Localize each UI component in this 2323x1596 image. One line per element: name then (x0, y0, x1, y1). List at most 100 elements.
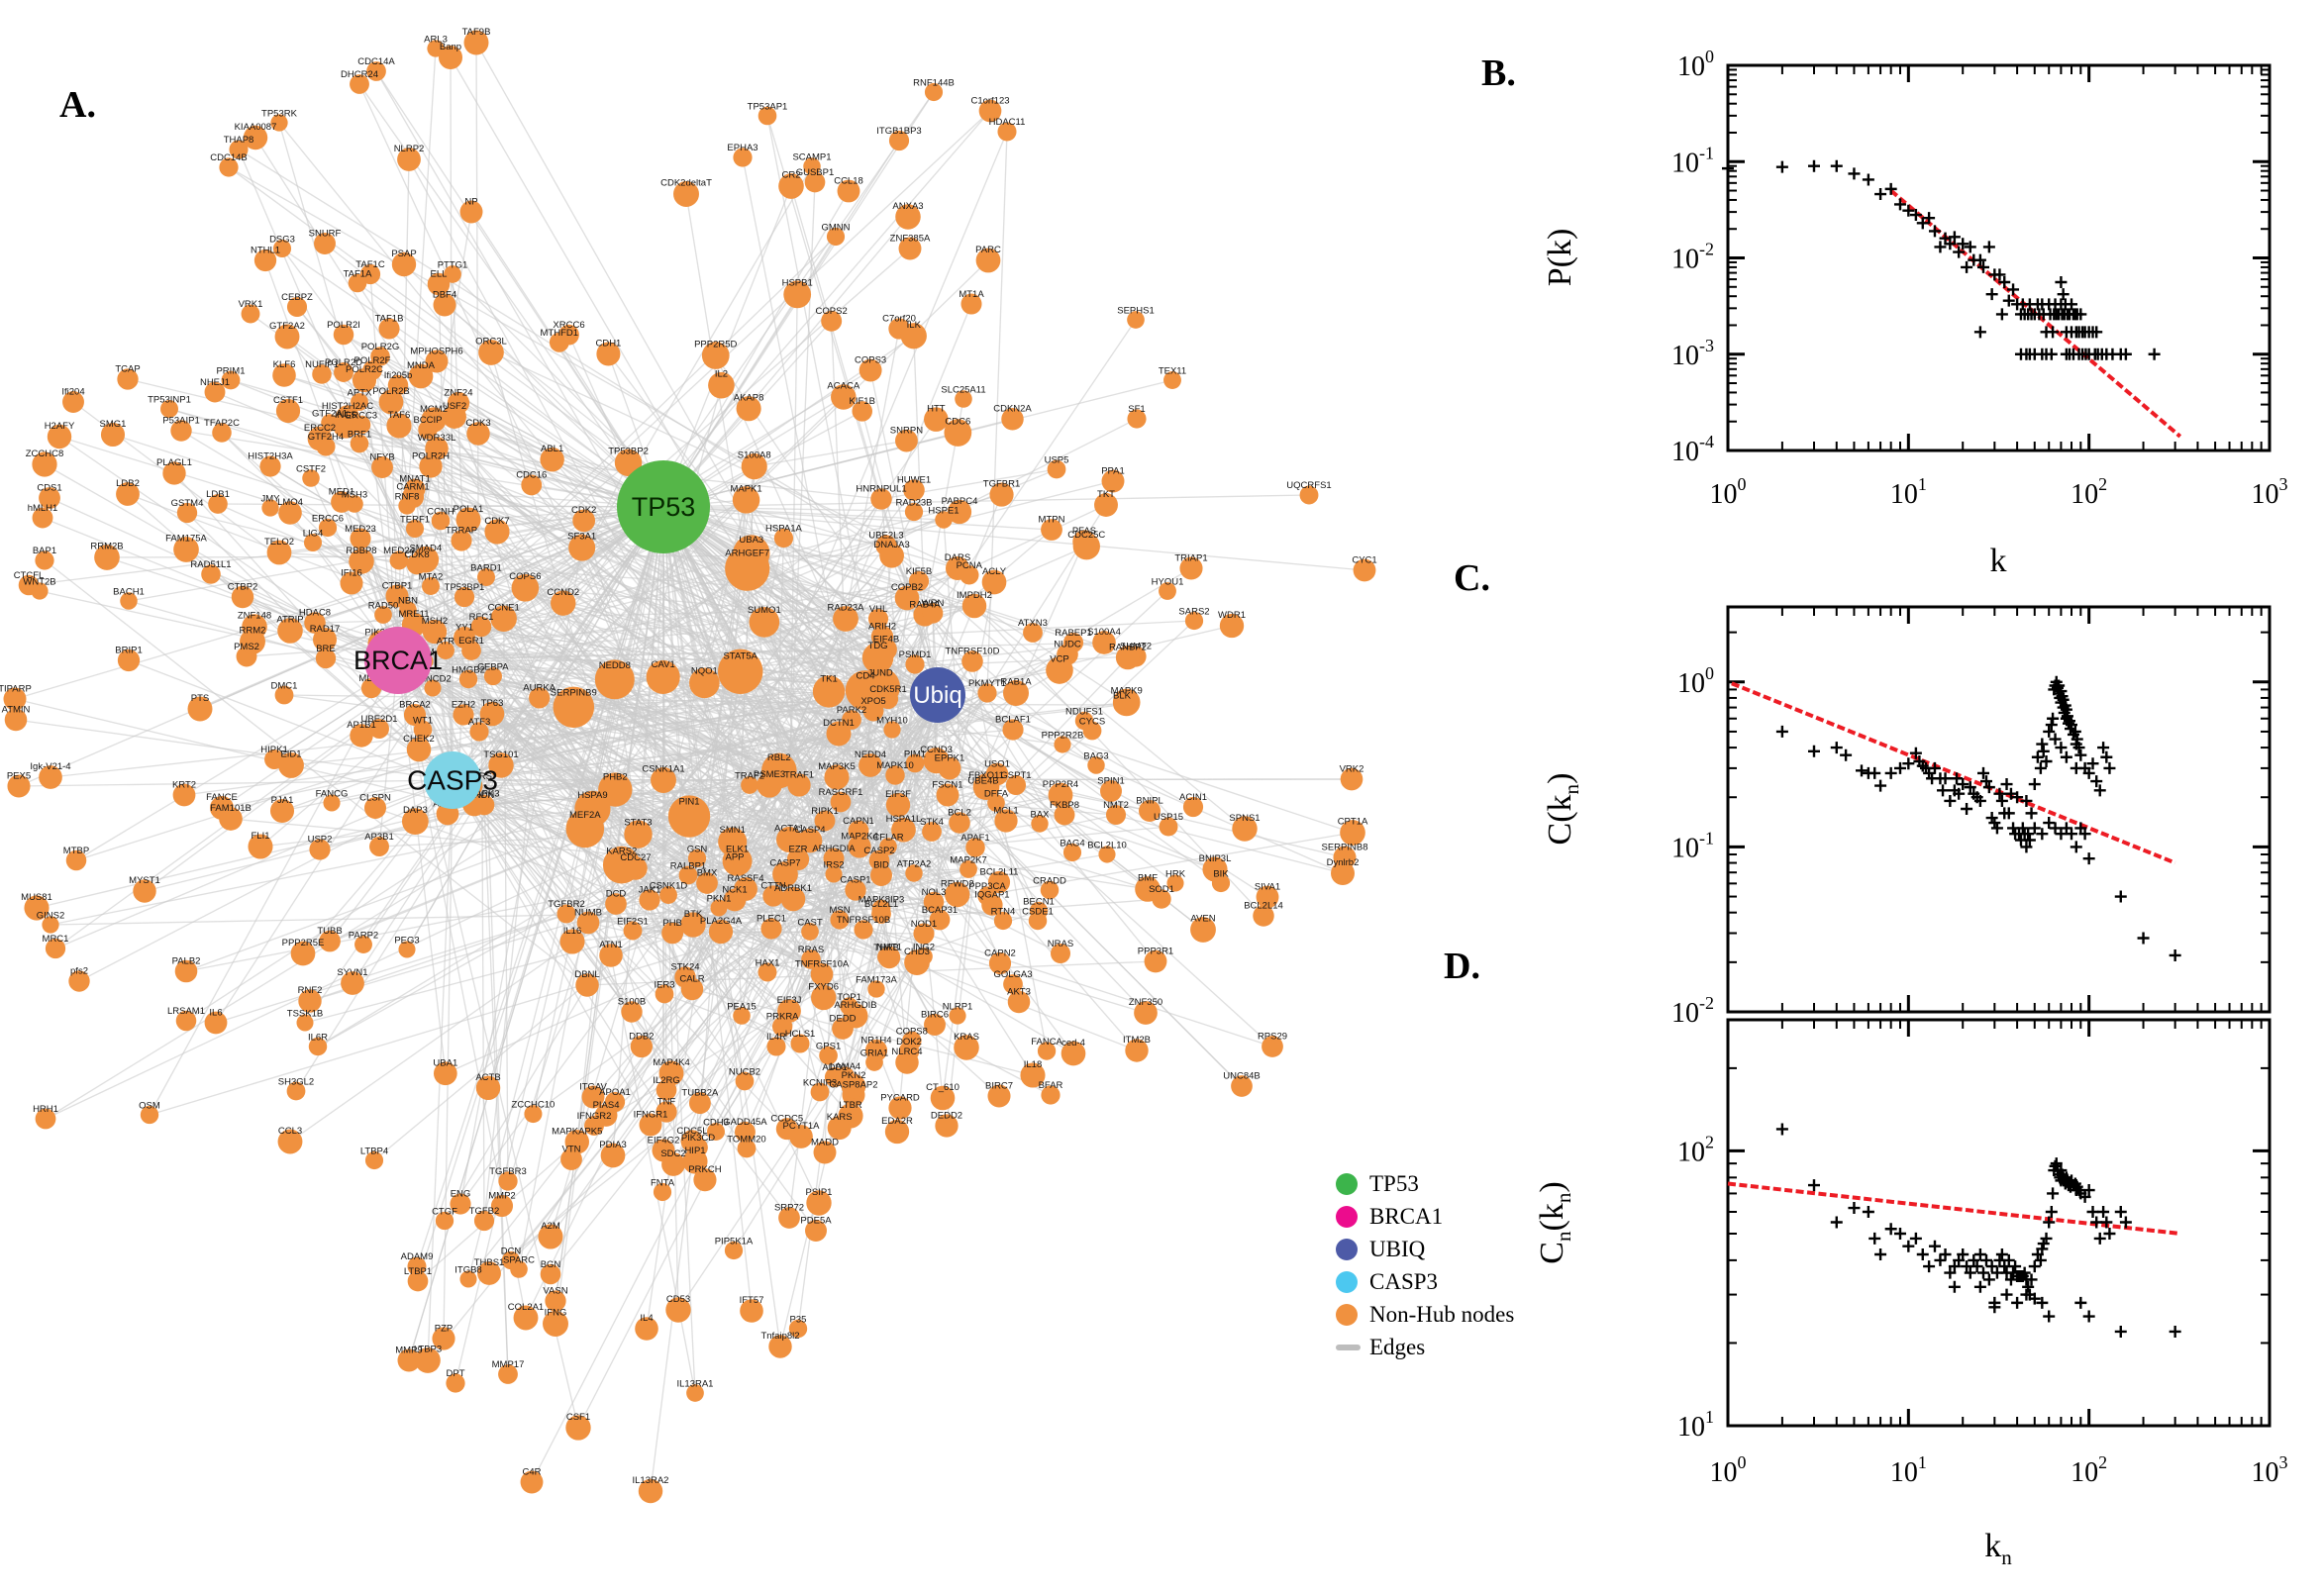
node-label: DSG3 (269, 234, 295, 245)
panel-d-label: D. (1444, 946, 1480, 987)
node-label: NLRP2 (394, 144, 425, 154)
network-node (556, 904, 576, 924)
node-label: RRM2 (240, 626, 266, 637)
network-node (858, 753, 882, 777)
network-node (1190, 917, 1216, 943)
network-node (4, 708, 28, 732)
plus-marker (1970, 1260, 1983, 1273)
network-node (879, 838, 897, 855)
node-label: CDH1 (595, 339, 621, 349)
node-label: ZNF24 (444, 387, 472, 398)
legend-item-label: TP53 (1369, 1171, 1419, 1196)
node-label: BCL2 (948, 808, 971, 819)
node-label: NFYB (369, 452, 394, 463)
tick-label: 101 (1677, 1407, 1714, 1443)
node-label: KRT2 (172, 779, 196, 790)
network-edge (488, 956, 890, 1274)
plus-marker (2034, 761, 2047, 774)
hub-label: BRCA1 (354, 646, 443, 675)
network-node (315, 648, 337, 669)
plus-marker (1830, 742, 1843, 754)
network-node (498, 1364, 518, 1384)
plus-marker (1973, 794, 1986, 807)
network-node (334, 362, 354, 382)
node-label: CTCFL (14, 570, 45, 581)
network-node (553, 686, 595, 729)
node-label: POLR2H (412, 450, 450, 461)
plus-marker (2037, 745, 2050, 757)
node-label: BAG3 (1083, 751, 1108, 762)
network-node (776, 827, 802, 852)
node-label: CARM1 (396, 482, 429, 493)
plus-marker (1988, 817, 2001, 830)
network-node (740, 1299, 763, 1323)
network-edge (452, 779, 652, 1126)
plus-marker (1982, 1273, 1995, 1286)
node-label: TNFRSF10A (795, 958, 850, 969)
network-node (575, 973, 599, 997)
node-label: BID (873, 860, 889, 871)
node-label: PARC (975, 245, 1001, 255)
node-label: COPB2 (891, 582, 923, 593)
plus-marker (1961, 260, 1973, 273)
network-node (790, 1034, 810, 1053)
network-node (1125, 1039, 1149, 1062)
node-label: TAF9B (462, 27, 491, 38)
network-node (994, 809, 1018, 833)
network-node (599, 944, 623, 967)
node-label: NLRP1 (943, 1002, 973, 1013)
network-node (930, 1085, 956, 1111)
node-label: TELO2 (264, 537, 294, 548)
network-node (805, 1220, 827, 1242)
network-edge (458, 783, 748, 1149)
network-node (47, 424, 72, 449)
network-node (408, 363, 434, 389)
network-node (520, 1470, 544, 1494)
node-label: CDK7 (484, 516, 509, 527)
plus-marker (1775, 160, 1788, 173)
node-label: CT_610 (926, 1082, 960, 1093)
network-edge (662, 236, 837, 508)
network-node (1041, 1085, 1060, 1105)
network-node (314, 233, 336, 254)
network-edge (397, 659, 447, 1074)
network-node (895, 429, 918, 452)
node-label: CAV1 (652, 659, 675, 670)
node-label: C4R (522, 1466, 541, 1477)
node-label: HDAC11 (989, 117, 1026, 128)
network-edge (662, 580, 920, 678)
node-label: ARHGDIA (812, 844, 856, 854)
node-label: BNIP3L (1199, 853, 1232, 864)
network-edge (317, 867, 637, 1047)
legend-item-label: Edges (1369, 1335, 1426, 1359)
network-node (861, 642, 894, 674)
node-label: VCP (1050, 653, 1069, 664)
plus-marker (1951, 772, 1964, 785)
plus-marker (1862, 173, 1874, 186)
plus-marker (2066, 298, 2077, 311)
node-label: MSH3 (342, 490, 367, 501)
network-node (922, 602, 944, 624)
node-label: FANCD2 (414, 674, 451, 685)
node-label: VRK1 (239, 299, 263, 310)
node-label: OSM (139, 1100, 160, 1111)
network-node (549, 332, 569, 352)
node-label: CDKN2A (993, 404, 1032, 415)
network-node (35, 1108, 56, 1130)
node-label: C1orf123 (970, 95, 1009, 106)
node-label: Dynlrb2 (1327, 857, 1360, 868)
node-label: SF3A1 (567, 532, 596, 543)
node-label: DCN (501, 1246, 522, 1256)
network-node (117, 368, 139, 390)
node-label: THRB (873, 943, 899, 953)
plus-marker (2093, 1232, 2106, 1245)
network-node (981, 894, 1003, 916)
plus-marker (2040, 1232, 2053, 1245)
network-edge (583, 520, 987, 788)
node-label: VASN (543, 1286, 567, 1297)
network-node (1101, 469, 1125, 493)
network-node (775, 1118, 798, 1141)
node-label: ATRIP (276, 615, 303, 626)
node-label: VHL (869, 604, 887, 615)
network-node (614, 449, 643, 477)
